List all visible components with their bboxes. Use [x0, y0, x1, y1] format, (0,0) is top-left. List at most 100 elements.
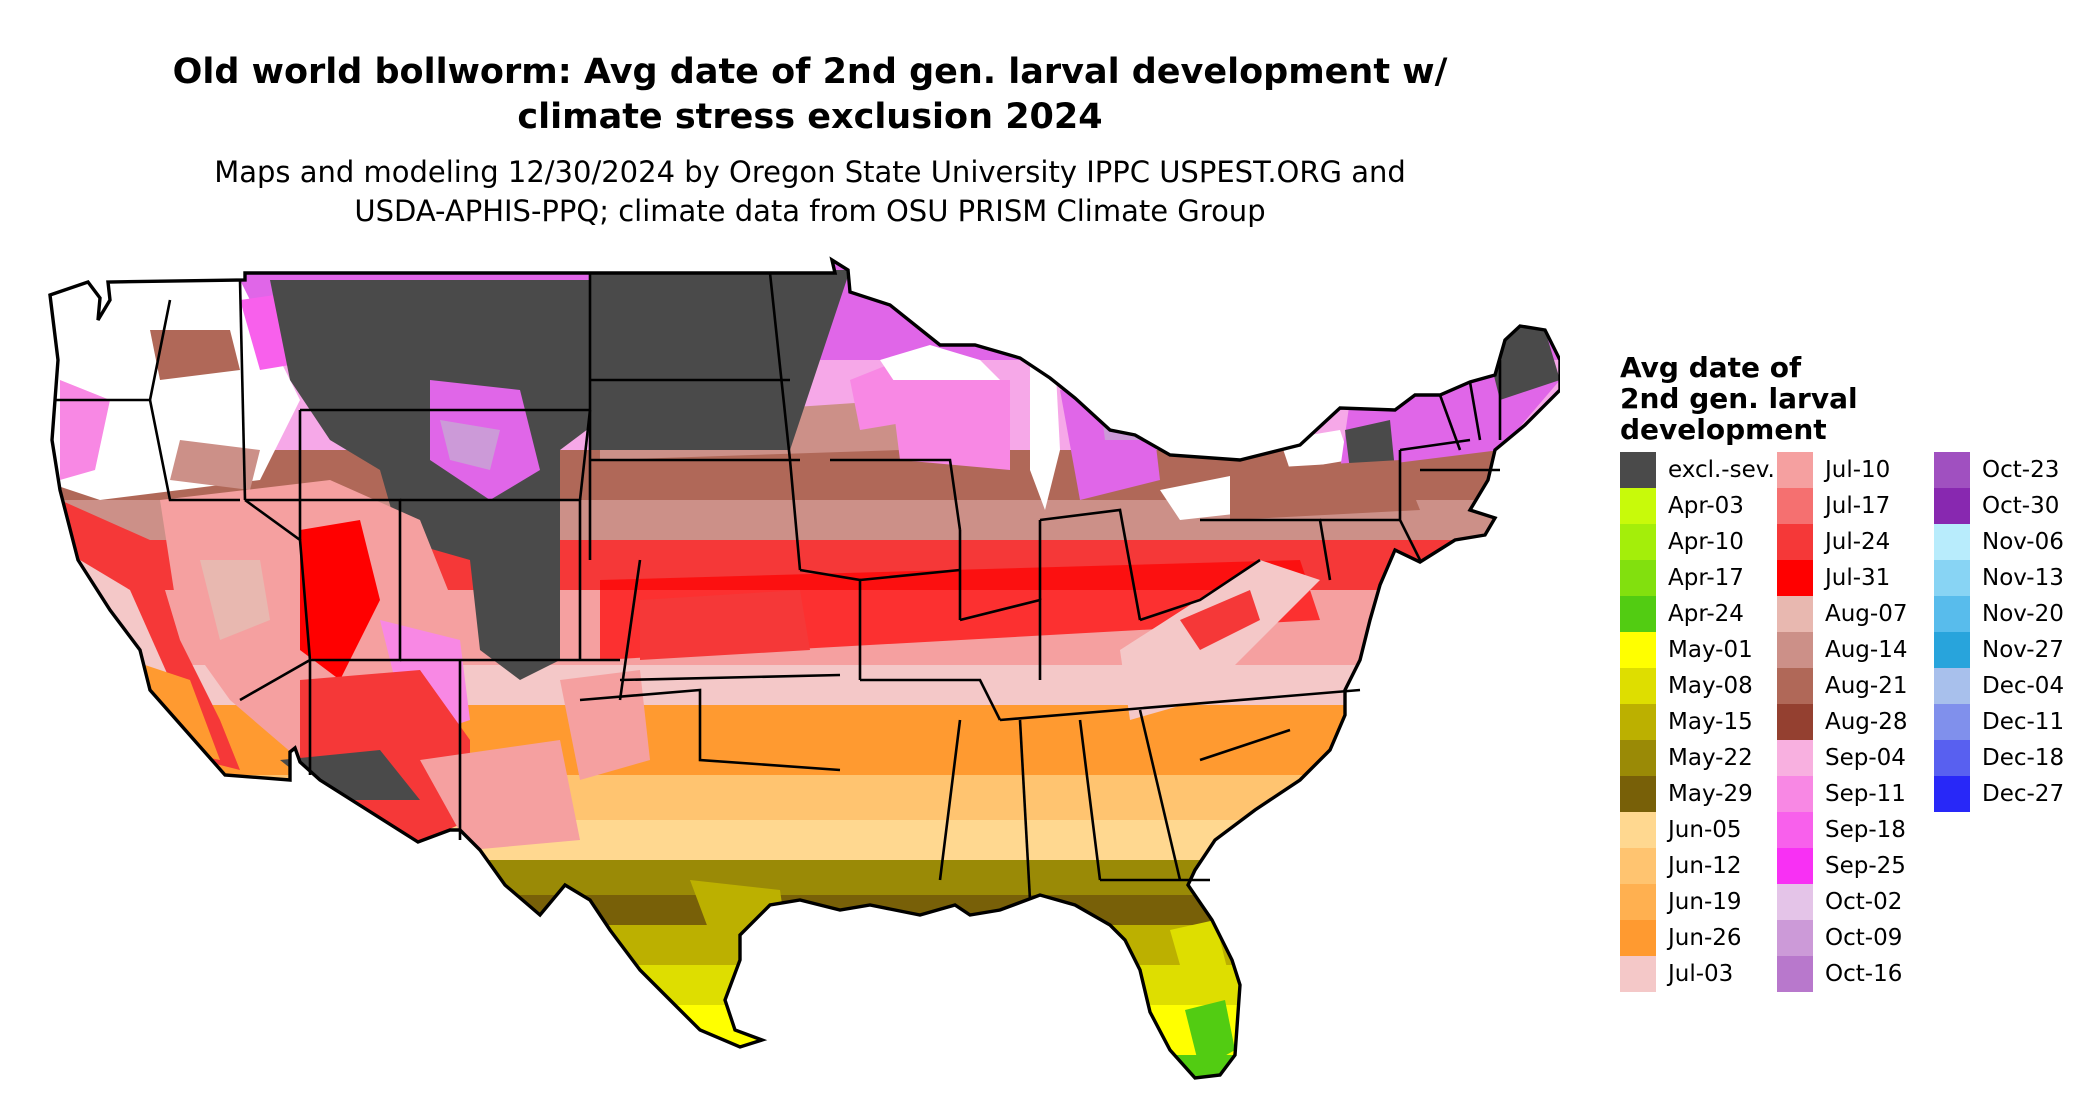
legend-swatch — [1777, 452, 1813, 488]
legend-swatch — [1620, 704, 1656, 740]
legend-item: Jun-26 — [1620, 920, 1800, 956]
map-title-line-2: climate stress exclusion 2024 — [517, 97, 1103, 137]
map-subtitle-line-1: Maps and modeling 12/30/2024 by Oregon S… — [214, 155, 1406, 189]
legend-label: Sep-11 — [1825, 781, 1906, 807]
legend-item: Jun-12 — [1620, 848, 1800, 884]
legend-label: May-22 — [1668, 745, 1753, 771]
legend-title-line-2: 2nd gen. larval — [1620, 382, 1858, 415]
legend-label: Nov-27 — [1982, 637, 2064, 663]
legend-label: Apr-03 — [1668, 493, 1744, 519]
legend-label: Sep-18 — [1825, 817, 1906, 843]
legend-label: Nov-06 — [1982, 529, 2064, 555]
legend-swatch — [1620, 596, 1656, 632]
legend-item: May-15 — [1620, 704, 1800, 740]
legend-item: Nov-13 — [1934, 560, 2100, 596]
legend-label: Dec-27 — [1982, 781, 2065, 807]
legend-item: May-01 — [1620, 632, 1800, 668]
legend-swatch — [1777, 956, 1813, 992]
legend-label: Aug-21 — [1825, 673, 1908, 699]
legend-label: Dec-18 — [1982, 745, 2065, 771]
legend-title-line-3: development — [1620, 413, 1827, 446]
legend-label: May-29 — [1668, 781, 1753, 807]
map-subtitle-line-2: USDA-APHIS-PPQ; climate data from OSU PR… — [354, 194, 1266, 228]
legend-label: Jul-17 — [1825, 493, 1891, 519]
legend-item: Nov-20 — [1934, 596, 2100, 632]
legend-swatch — [1934, 488, 1970, 524]
legend-item: Apr-10 — [1620, 524, 1800, 560]
legend-swatch — [1777, 848, 1813, 884]
legend-swatch — [1620, 848, 1656, 884]
legend-label: Aug-07 — [1825, 601, 1908, 627]
legend-label: Dec-04 — [1982, 673, 2065, 699]
legend-item: Jul-24 — [1777, 524, 1957, 560]
legend-label: Apr-24 — [1668, 601, 1744, 627]
legend-item: Apr-17 — [1620, 560, 1800, 596]
legend-swatch — [1934, 776, 1970, 812]
legend-item: Jul-17 — [1777, 488, 1957, 524]
legend-swatch — [1777, 560, 1813, 596]
legend-swatch — [1777, 668, 1813, 704]
legend-swatch — [1934, 668, 1970, 704]
state-boundaries — [55, 272, 1502, 901]
legend-swatch — [1934, 596, 1970, 632]
legend-swatch — [1777, 812, 1813, 848]
legend-label: Dec-11 — [1982, 709, 2065, 735]
legend-item: Aug-21 — [1777, 668, 1957, 704]
legend-item: Apr-24 — [1620, 596, 1800, 632]
legend-item: Oct-02 — [1777, 884, 1957, 920]
legend-item: Aug-14 — [1777, 632, 1957, 668]
legend-item: Jun-05 — [1620, 812, 1800, 848]
legend-swatch — [1620, 452, 1656, 488]
legend-label: Nov-13 — [1982, 565, 2064, 591]
legend-label: Oct-02 — [1825, 889, 1903, 915]
legend-swatch — [1620, 956, 1656, 992]
legend-item: Dec-04 — [1934, 668, 2100, 704]
legend-label: Aug-28 — [1825, 709, 1908, 735]
legend-item: excl.-sev. — [1620, 452, 1800, 488]
legend-item: Nov-27 — [1934, 632, 2100, 668]
legend-swatch — [1777, 776, 1813, 812]
legend-item: Dec-11 — [1934, 704, 2100, 740]
legend-item: Aug-28 — [1777, 704, 1957, 740]
legend-label: Sep-25 — [1825, 853, 1906, 879]
legend-label: May-08 — [1668, 673, 1753, 699]
legend-label: Oct-09 — [1825, 925, 1903, 951]
legend-swatch — [1620, 920, 1656, 956]
legend-swatch — [1777, 920, 1813, 956]
legend-swatch — [1934, 632, 1970, 668]
legend-label: Oct-16 — [1825, 961, 1903, 987]
legend-title-line-1: Avg date of — [1620, 351, 1802, 384]
legend-label: Apr-17 — [1668, 565, 1744, 591]
legend-label: Aug-14 — [1825, 637, 1908, 663]
legend-item: Oct-09 — [1777, 920, 1957, 956]
legend-swatch — [1777, 704, 1813, 740]
legend-item: May-08 — [1620, 668, 1800, 704]
legend-item: Dec-18 — [1934, 740, 2100, 776]
legend-label: Jun-05 — [1668, 817, 1742, 843]
legend-item: Sep-25 — [1777, 848, 1957, 884]
legend-label: Jun-19 — [1668, 889, 1742, 915]
legend-label: Oct-23 — [1982, 457, 2060, 483]
legend-swatch — [1777, 632, 1813, 668]
legend-swatch — [1620, 668, 1656, 704]
legend-label: Jun-26 — [1668, 925, 1742, 951]
legend-swatch — [1620, 740, 1656, 776]
legend-swatch — [1934, 740, 1970, 776]
legend-label: excl.-sev. — [1668, 457, 1775, 483]
legend-label: Jul-31 — [1825, 565, 1891, 591]
legend-label: Sep-04 — [1825, 745, 1906, 771]
legend-swatch — [1620, 776, 1656, 812]
legend-item: Nov-06 — [1934, 524, 2100, 560]
map-title-line-1: Old world bollworm: Avg date of 2nd gen.… — [172, 52, 1448, 92]
legend-swatch — [1934, 452, 1970, 488]
legend-swatch — [1620, 488, 1656, 524]
legend-swatch — [1620, 560, 1656, 596]
legend-item: Aug-07 — [1777, 596, 1957, 632]
legend-label: Jul-03 — [1668, 961, 1734, 987]
legend-swatch — [1934, 560, 1970, 596]
map-title: Old world bollworm: Avg date of 2nd gen.… — [60, 50, 1560, 140]
legend-item: Jul-03 — [1620, 956, 1800, 992]
legend-item: Sep-11 — [1777, 776, 1957, 812]
legend-label: Jul-24 — [1825, 529, 1891, 555]
legend-item: Oct-16 — [1777, 956, 1957, 992]
